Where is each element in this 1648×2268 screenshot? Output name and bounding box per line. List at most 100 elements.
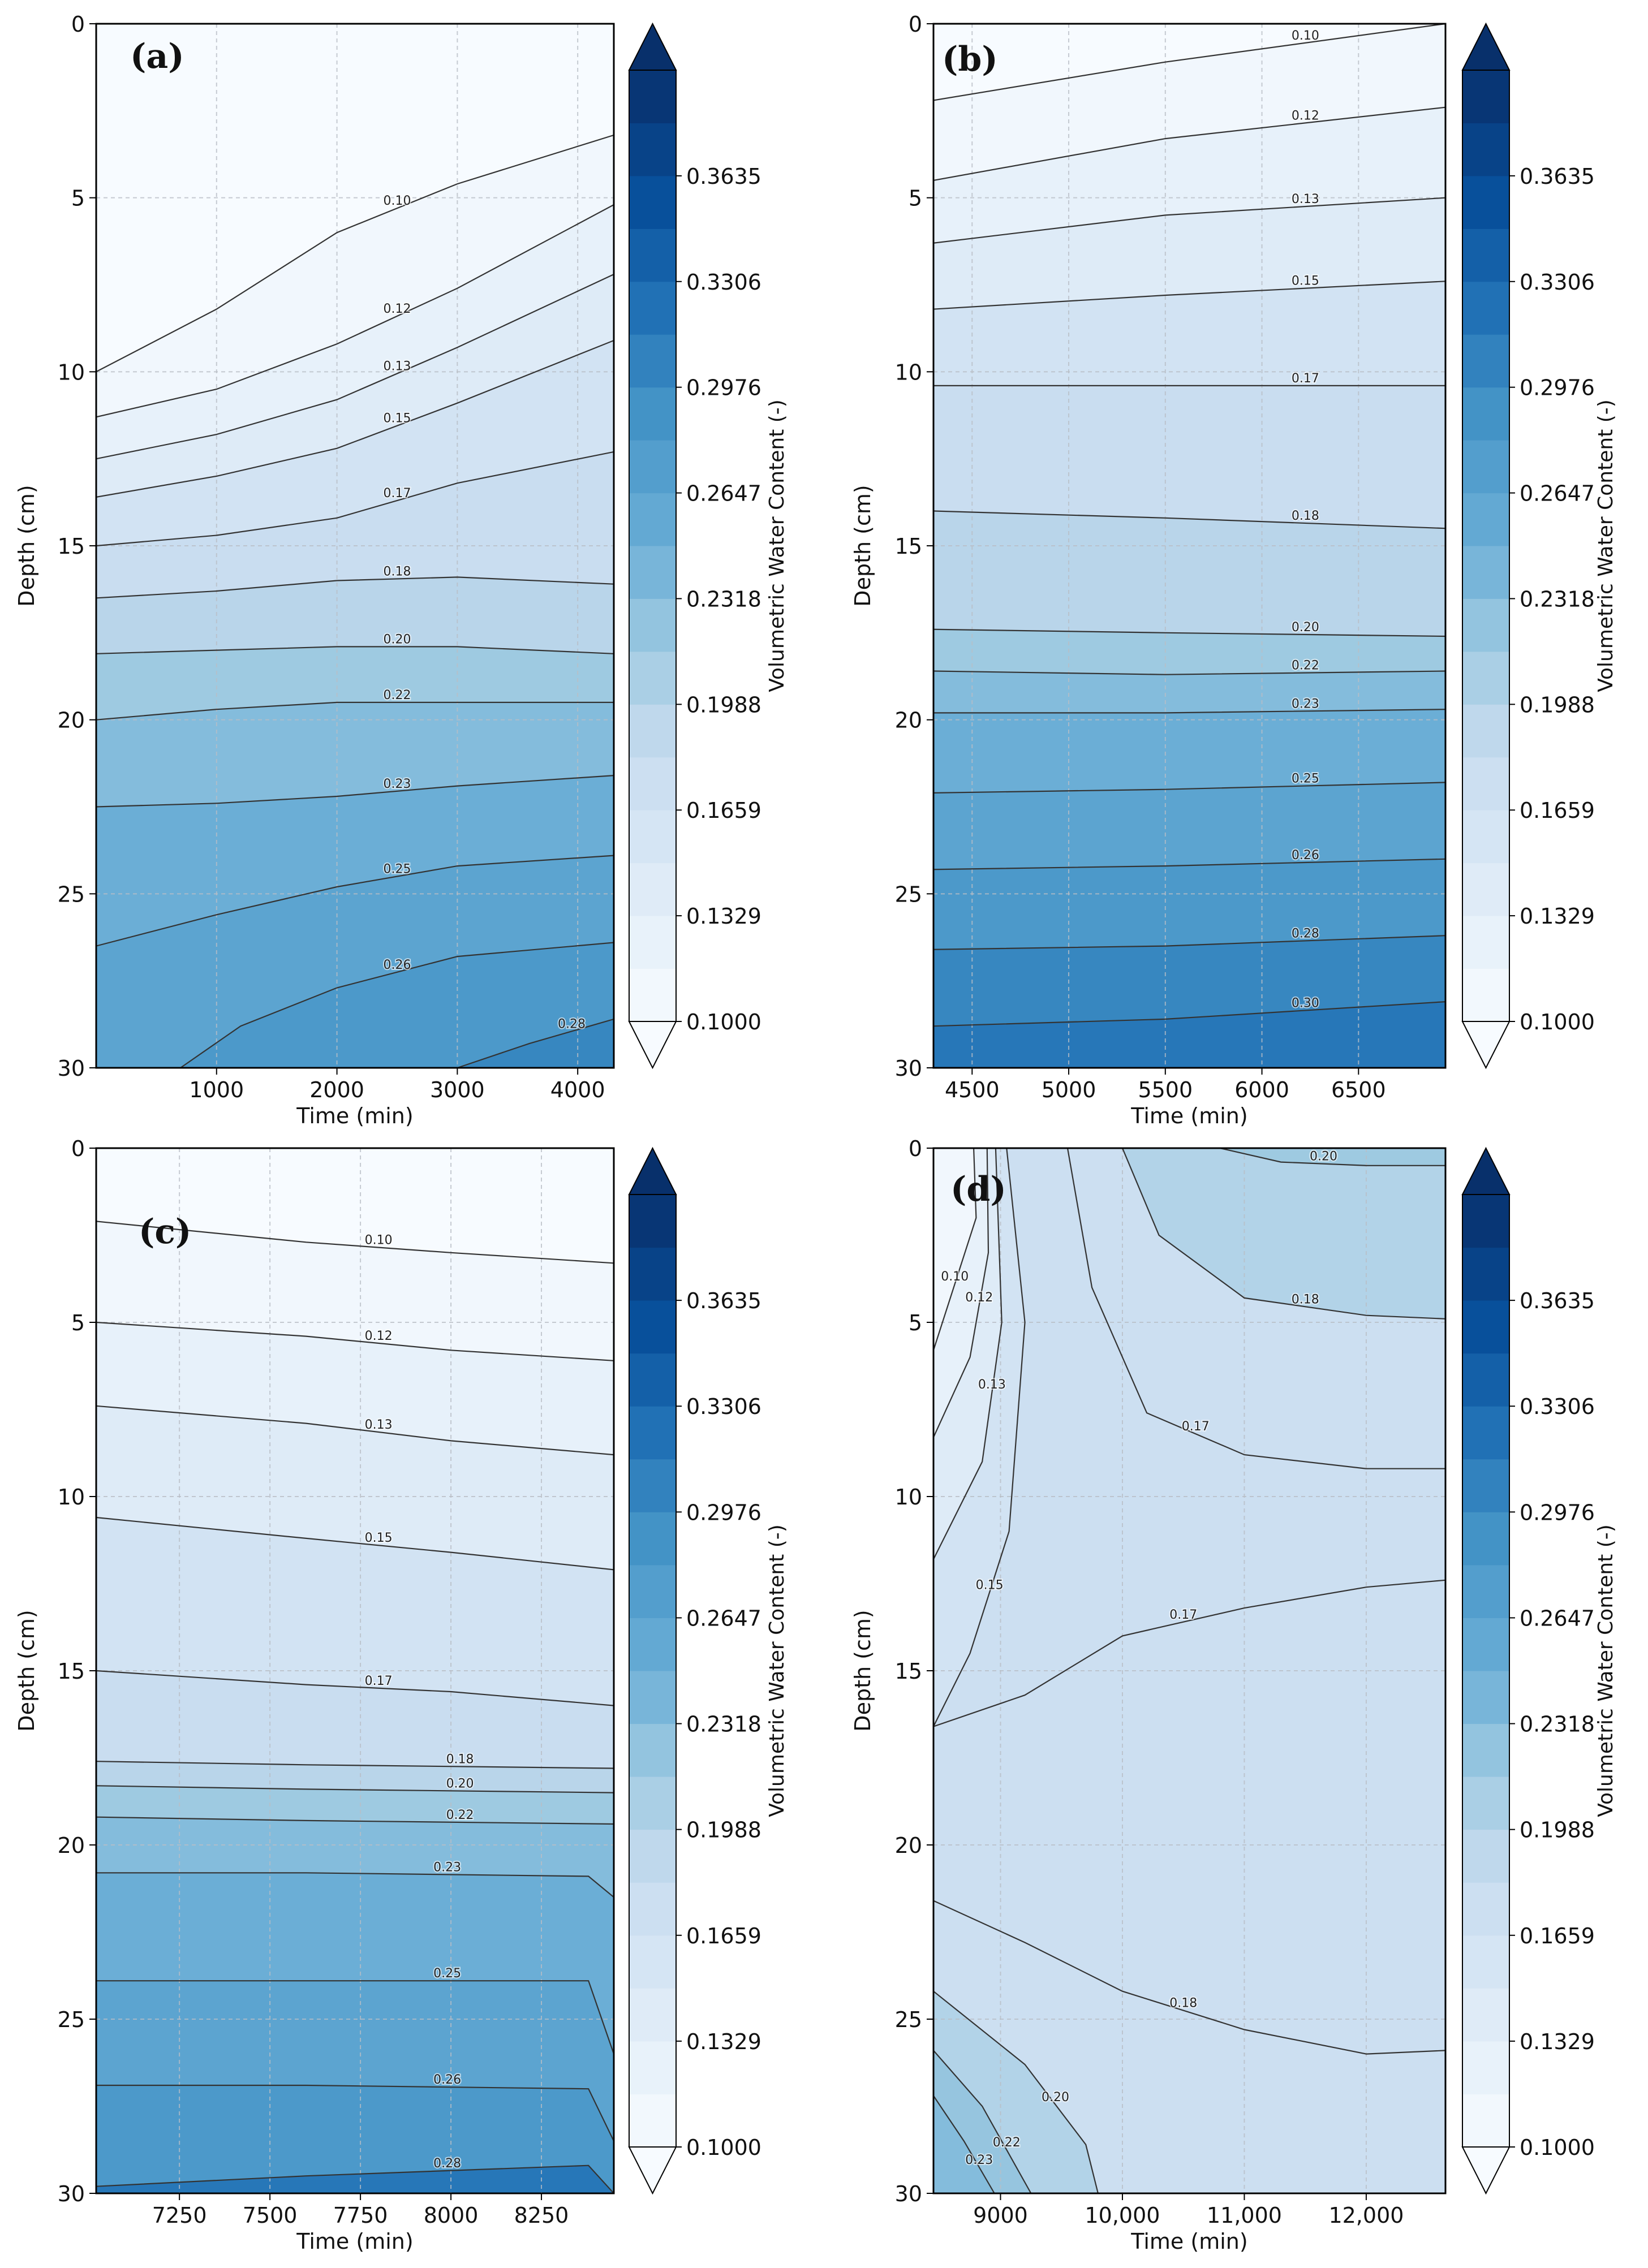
plot-area-c: 0.10 0.12 0.13 0.15 0.17 0.18 0.20 0.22 0.23 0.25… (96, 1148, 614, 2193)
colorbar-tick-label: 0.1000 (1520, 2135, 1595, 2160)
colorbar-segment (629, 1247, 676, 1301)
colorbar-label: Volumetric Water Content (-) (765, 399, 789, 692)
contour-line-0.15 (933, 1148, 1026, 1727)
contour-line-0.26 (180, 942, 614, 1068)
colorbar-segment (629, 1353, 676, 1407)
contour-line-0.17 (1066, 1148, 1445, 1469)
colorbar-max-arrow (628, 22, 677, 71)
x-tick-label: 7250 (152, 2203, 207, 2228)
colorbar-segment (629, 387, 676, 441)
contour-line-0.18 (96, 576, 614, 599)
contour-line-0.20 (96, 646, 614, 654)
contour-line-0.18 (933, 510, 1445, 529)
panel-d: 0.20 0.18 0.17 0.15 0.13 0.12 0.10 0.17 0.18 0.20… (850, 1136, 1617, 2254)
x-tick-label: 8250 (514, 2203, 569, 2228)
contour-label: 0.13 (383, 359, 411, 373)
contour-line-0.17 (933, 1579, 1445, 1727)
x-tick-label: 6000 (1234, 1077, 1289, 1102)
colorbar-label: Volumetric Water Content (-) (765, 1524, 789, 1817)
colorbar-tick-label: 0.1659 (686, 798, 761, 823)
colorbar-segment (629, 70, 676, 123)
contour-line-0.30 (933, 1001, 1445, 1027)
colorbar-tick-label: 0.1988 (1520, 692, 1595, 717)
colorbar-segment (1462, 70, 1509, 123)
y-tick-label: 0 (909, 1136, 922, 1161)
contour-line-0.10 (933, 1148, 977, 1351)
colorbar: 0.1000 0.1329 0.1659 0.1988 0.2318 0.2647 0.29… (1461, 22, 1617, 1070)
contour-label: 0.12 (1292, 109, 1319, 123)
colorbar-segment (1462, 1247, 1509, 1301)
contour-label: 0.20 (1292, 620, 1319, 635)
colorbar-tick-label: 0.1000 (686, 1010, 761, 1034)
x-tick-label: 12,000 (1328, 2203, 1404, 2228)
contour-label: 0.22 (446, 1808, 474, 1822)
contour-label: 0.23 (433, 1860, 461, 1874)
contour-label: 0.13 (365, 1418, 393, 1432)
colorbar-tick-label: 0.1329 (686, 2029, 761, 2054)
y-tick-label: 25 (895, 2007, 922, 2032)
contour-label: 0.23 (965, 2153, 993, 2167)
colorbar-frame (629, 1194, 677, 2148)
colorbar-segment (629, 1195, 676, 1248)
contour-line-0.28 (457, 1018, 614, 1068)
contour-label: 0.23 (1292, 697, 1319, 711)
colorbar-tick-label: 0.1329 (1520, 2029, 1595, 2054)
colorbar-segment (1462, 1300, 1509, 1354)
contour-line-0.17 (96, 1670, 614, 1706)
colorbar-tick-label: 0.1988 (1520, 1818, 1595, 1843)
colorbar-frame (1462, 1194, 1510, 2148)
colorbar-segment (1462, 2094, 1509, 2148)
contour-label: 0.15 (1292, 274, 1319, 288)
colorbar-segment (1462, 1777, 1509, 1830)
colorbar-frame (629, 70, 677, 1022)
colorbar-tick-label: 0.2318 (686, 587, 761, 611)
colorbar-label: Volumetric Water Content (-) (1594, 399, 1617, 692)
contour-label: 0.20 (383, 632, 411, 646)
x-tick-label: 6500 (1331, 1077, 1386, 1102)
x-tick-label: 7750 (333, 2203, 388, 2228)
x-axis-label: Time (min) (296, 2229, 413, 2254)
colorbar-segment (1462, 1829, 1509, 1883)
contour-label: 0.28 (433, 2157, 461, 2171)
contour-label: 0.12 (365, 1329, 393, 1343)
contour-label: 0.25 (1292, 772, 1319, 786)
panel-title: (a) (130, 37, 184, 76)
colorbar-segment (1462, 123, 1509, 176)
colorbar-tick-label: 0.2976 (686, 1500, 761, 1525)
colorbar-segment (1462, 1935, 1509, 1989)
x-tick-label: 4500 (945, 1077, 1000, 1102)
colorbar-segment (629, 1564, 676, 1618)
colorbar-segment (1462, 1353, 1509, 1407)
colorbar-tick-label: 0.1000 (686, 2135, 761, 2160)
colorbar-segment (629, 1882, 676, 1936)
colorbar-segment (1462, 1723, 1509, 1777)
panel-c: 0.10 0.12 0.13 0.15 0.17 0.18 0.20 0.22 0.23 0.25… (14, 1136, 789, 2254)
x-tick-label: 5000 (1042, 1077, 1096, 1102)
contour-line-0.26 (96, 2084, 614, 2142)
contour-label: 0.28 (558, 1017, 586, 1031)
plot-area-a: 0.10 0.12 0.13 0.15 0.17 0.18 0.20 0.22 0.23 0.25… (96, 24, 614, 1068)
contour-label: 0.26 (433, 2073, 461, 2087)
x-tick-label: 11,000 (1207, 2203, 1282, 2228)
contour-line-0.23 (933, 2095, 995, 2193)
plot-area-b: 0.10 0.12 0.13 0.15 0.17 0.18 0.20 0.22 0.23 0.25… (933, 24, 1445, 1068)
colorbar-segment (629, 968, 676, 1022)
contour-label: 0.15 (976, 1578, 1004, 1592)
colorbar-tick-label: 0.2976 (1520, 376, 1595, 400)
contour-line-0.13 (96, 274, 614, 460)
x-axis-label: Time (min) (1130, 1103, 1247, 1128)
colorbar-segment (629, 2041, 676, 2094)
colorbar-tick-label: 0.2976 (1520, 1500, 1595, 1525)
contour-line-0.28 (96, 2164, 614, 2193)
y-tick-label: 20 (58, 708, 85, 733)
contour-label: 0.25 (433, 1967, 461, 1981)
contour-line-0.28 (933, 935, 1445, 950)
contour-line-0.18 (96, 1761, 614, 1769)
band-fill (1220, 1148, 1445, 1166)
colorbar-max-arrow (628, 1146, 677, 1195)
panel-a: 0.10 0.12 0.13 0.15 0.17 0.18 0.20 0.22 0.23 0.25… (14, 12, 789, 1128)
contour-line-0.12 (933, 106, 1445, 181)
contour-label: 0.20 (1042, 2090, 1069, 2105)
colorbar-segment (1462, 757, 1509, 810)
